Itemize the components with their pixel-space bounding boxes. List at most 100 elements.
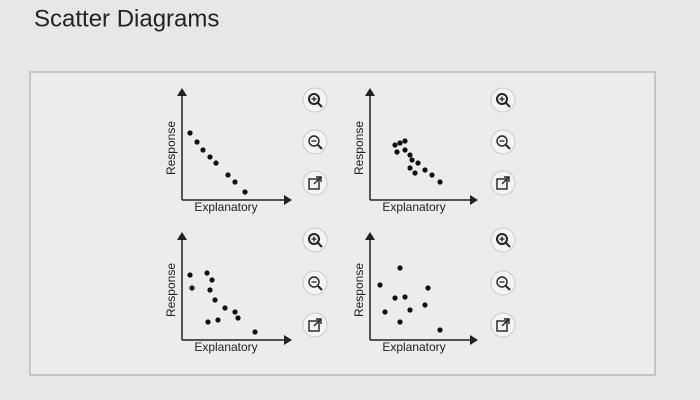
zoom-out-button[interactable]: [490, 129, 516, 155]
scatter-dot: [437, 179, 443, 185]
page-title: Scatter Diagrams: [34, 5, 219, 32]
icon-handle: [317, 102, 323, 108]
x-axis-arrow: [470, 195, 478, 205]
scatter-dot: [232, 179, 238, 185]
icon-lens: [308, 233, 320, 245]
zoom-out-button[interactable]: [490, 270, 516, 296]
icon-lens: [496, 135, 508, 147]
scatter-dot: [252, 329, 258, 335]
icon-lens: [308, 135, 320, 147]
icon-arrow: [313, 318, 322, 327]
icon-handle: [505, 285, 511, 291]
x-axis-arrow: [284, 335, 292, 345]
scatter-dot: [409, 157, 415, 163]
y-axis-arrow: [365, 232, 375, 240]
scatter-dot: [407, 307, 413, 313]
icon-handle: [505, 102, 511, 108]
scatter-dot: [194, 139, 200, 145]
scatter-dot: [397, 265, 403, 271]
scatter-dot: [209, 277, 215, 283]
scatter-dot: [397, 319, 403, 325]
scatter-panel: Explanatory Response: [352, 227, 516, 354]
button-circle: [490, 227, 516, 253]
scatter-dot: [235, 315, 241, 321]
x-axis-arrow: [284, 195, 292, 205]
scatter-dot: [422, 167, 428, 173]
icon-handle: [505, 242, 511, 248]
icon-arrow: [313, 176, 322, 185]
x-axis-arrow: [470, 335, 478, 345]
scatter-dot: [402, 294, 408, 300]
x-axis-label: Explanatory: [194, 340, 257, 354]
y-axis-label: Response: [352, 263, 366, 317]
scatter-dot: [205, 319, 211, 325]
icon-handle: [317, 144, 323, 150]
scatter-dot: [207, 154, 213, 160]
scatter-dot: [429, 172, 435, 178]
y-axis-label: Response: [164, 263, 178, 317]
button-circle: [490, 87, 516, 113]
open-external-button[interactable]: [490, 170, 516, 196]
scatter-dot: [377, 282, 383, 288]
scatter-dot: [204, 270, 210, 276]
scatter-dot: [232, 309, 238, 315]
zoom-out-button[interactable]: [302, 270, 328, 296]
scatter-dot: [207, 287, 213, 293]
zoom-in-button[interactable]: [490, 227, 516, 253]
x-axis-label: Explanatory: [382, 340, 445, 354]
button-circle: [302, 129, 328, 155]
scatter-panel: Explanatory Response: [164, 227, 328, 354]
icon-lens: [308, 276, 320, 288]
icon-lens: [496, 233, 508, 245]
scatter-panel: Explanatory Response: [164, 87, 328, 214]
scatter-dot: [189, 285, 195, 291]
scatter-dot: [422, 302, 428, 308]
scatter-dot: [402, 138, 408, 144]
icon-box: [308, 178, 320, 190]
scatter-dot: [402, 147, 408, 153]
zoom-in-button[interactable]: [490, 87, 516, 113]
scatter-dot: [222, 305, 228, 311]
button-circle: [490, 270, 516, 296]
scatter-dot: [225, 172, 231, 178]
button-circle: [302, 270, 328, 296]
scatter-dot: [392, 295, 398, 301]
scatter-dot: [412, 170, 418, 176]
scatter-dot: [425, 285, 431, 291]
y-axis-arrow: [365, 88, 375, 96]
icon-handle: [317, 242, 323, 248]
icon-lens: [308, 93, 320, 105]
scatter-dot: [200, 147, 206, 153]
icon-lens: [496, 276, 508, 288]
open-external-button[interactable]: [490, 312, 516, 338]
y-axis-label: Response: [352, 121, 366, 175]
scatter-panel: Explanatory Response: [352, 87, 516, 214]
icon-lens: [496, 93, 508, 105]
icon-box: [496, 178, 508, 190]
diagram-box: [29, 71, 656, 376]
scatter-dot: [382, 309, 388, 315]
icon-arrow: [501, 318, 510, 327]
open-external-button[interactable]: [302, 312, 328, 338]
open-external-button[interactable]: [302, 170, 328, 196]
y-axis-label: Response: [164, 121, 178, 175]
scatter-dot: [213, 160, 219, 166]
scatter-dot: [397, 140, 403, 146]
icon-box: [308, 320, 320, 332]
x-axis-label: Explanatory: [194, 200, 257, 214]
icon-box: [496, 320, 508, 332]
icon-handle: [505, 144, 511, 150]
y-axis-arrow: [177, 88, 187, 96]
button-circle: [302, 227, 328, 253]
icon-arrow: [501, 176, 510, 185]
zoom-in-button[interactable]: [302, 227, 328, 253]
scatter-dot: [437, 327, 443, 333]
zoom-in-button[interactable]: [302, 87, 328, 113]
button-circle: [490, 129, 516, 155]
scatter-dot: [187, 130, 193, 136]
scatter-dot: [187, 272, 193, 278]
zoom-out-button[interactable]: [302, 129, 328, 155]
x-axis-label: Explanatory: [382, 200, 445, 214]
scatter-dot: [394, 149, 400, 155]
